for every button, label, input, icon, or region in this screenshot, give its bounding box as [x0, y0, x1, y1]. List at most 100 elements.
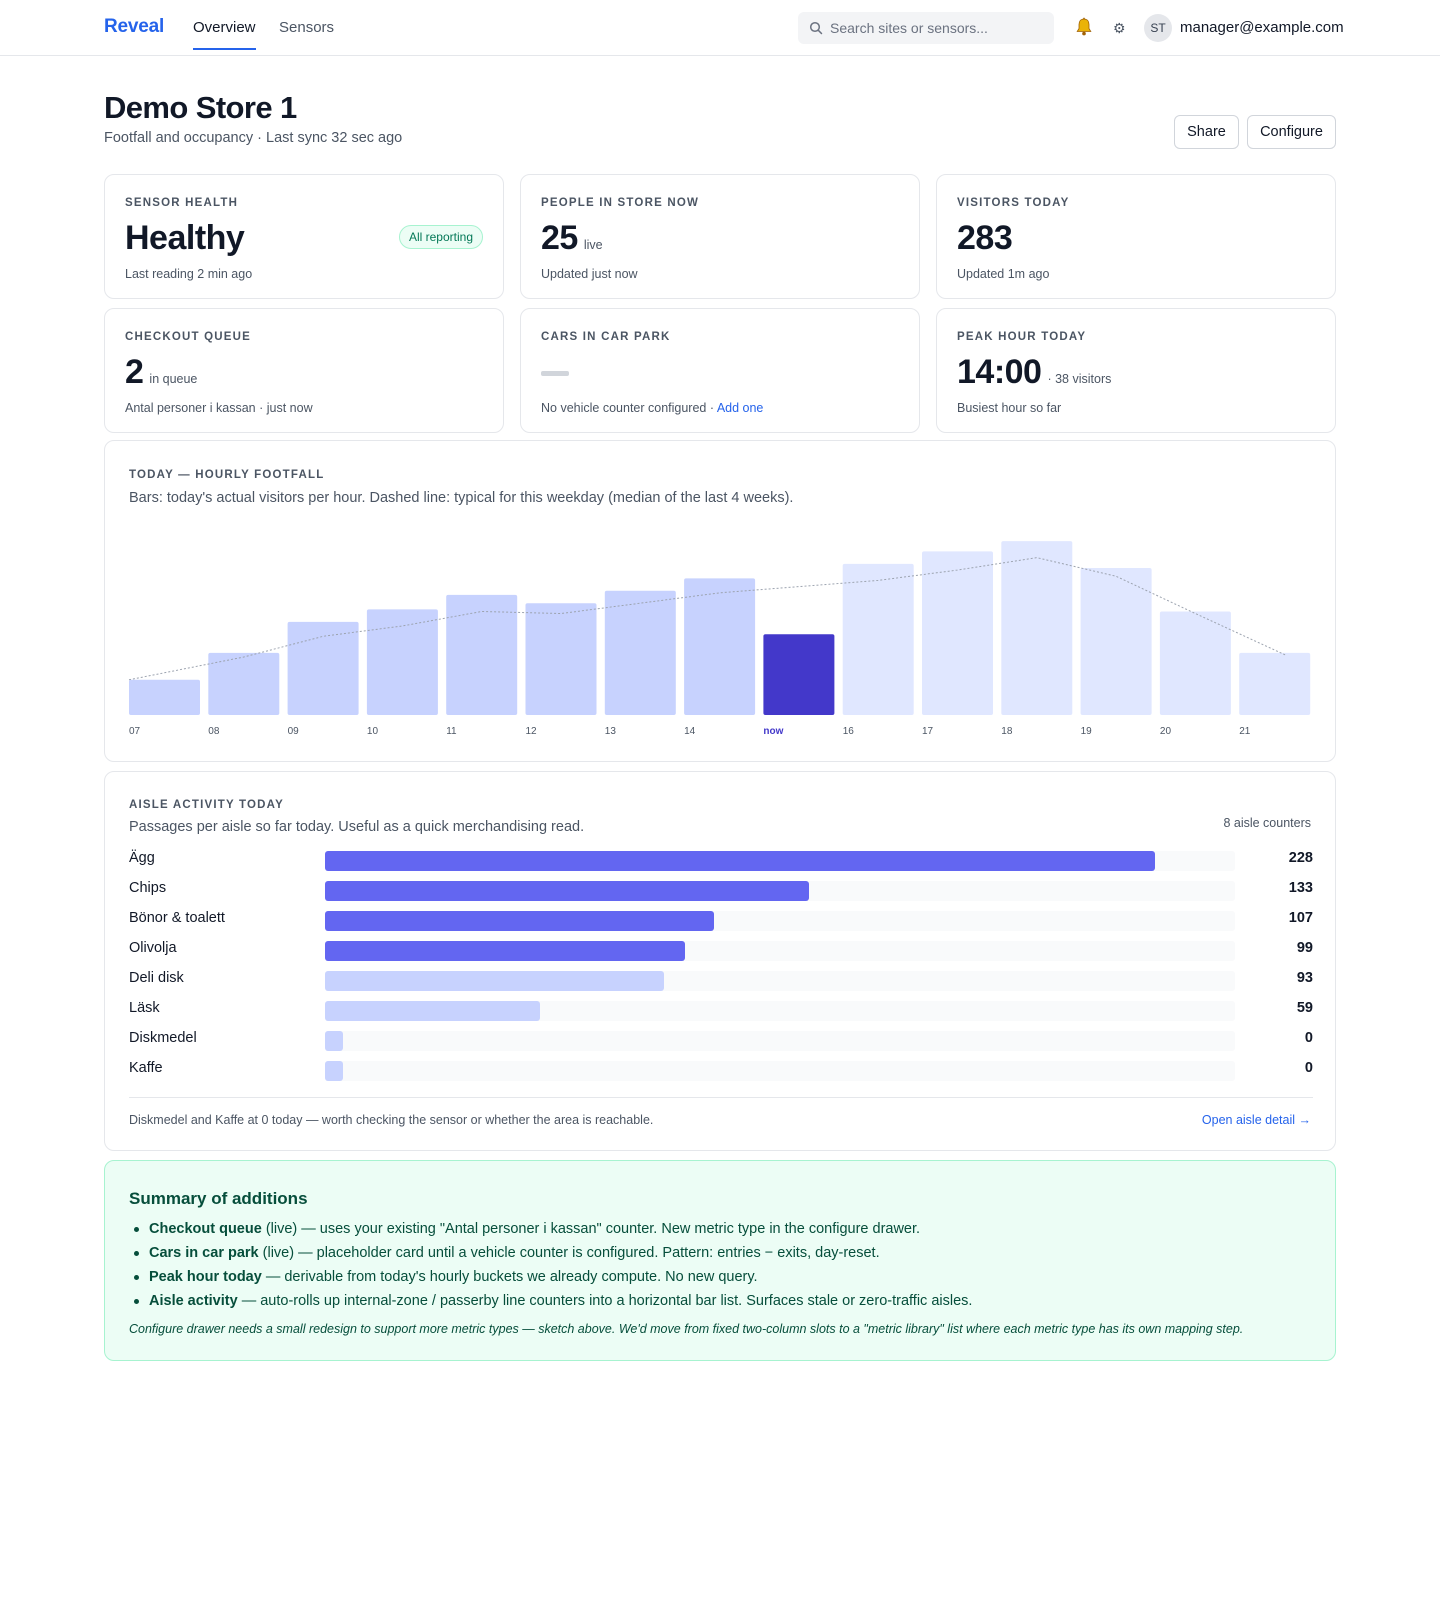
aisle-value: 0: [1304, 1030, 1313, 1046]
app-logo[interactable]: Reveal: [104, 16, 165, 37]
people-in-store-card: PEOPLE IN STORE NOW 25 live Updated just …: [520, 174, 920, 299]
aisle-bar-track: [325, 1061, 1235, 1081]
aisle-bar-track: [325, 1031, 1235, 1051]
value-number: 14:00: [957, 353, 1042, 391]
x-tick-label: 11: [446, 726, 457, 737]
x-tick-label: 21: [1239, 726, 1251, 737]
aisle-name: Läsk: [129, 1000, 160, 1016]
summary-item-text: (live) — uses your existing "Antal perso…: [261, 1221, 921, 1237]
sensor-health-value: Healthy: [125, 219, 245, 257]
x-tick-label: 16: [843, 726, 855, 737]
open-aisle-detail-link[interactable]: Open aisle detail →: [1201, 1113, 1311, 1127]
summary-item-title: Aisle activity: [149, 1293, 238, 1309]
summary-item: Checkout queue (live) — uses your existi…: [129, 1217, 972, 1241]
aisle-value: 99: [1296, 940, 1313, 956]
card-label: PEAK HOUR TODAY: [957, 331, 1087, 343]
chart-bar-10: [366, 609, 438, 715]
aisle-row[interactable]: Olivolja 99: [129, 938, 1313, 962]
aisle-row[interactable]: Chips 133: [129, 878, 1313, 902]
typical-weekday-line: [128, 557, 1286, 681]
summary-item: Aisle activity — auto-rolls up internal-…: [129, 1289, 972, 1313]
aisle-bar-fill: [325, 1061, 344, 1081]
tab-sensors[interactable]: Sensors: [279, 19, 335, 36]
x-tick-label: 14: [684, 726, 696, 737]
summary-title: Summary of additions: [129, 1189, 308, 1208]
aisle-name: Deli disk: [129, 970, 184, 986]
card-label: CARS IN CAR PARK: [541, 331, 671, 343]
card-footer-text: No vehicle counter configured ·: [541, 401, 715, 415]
page-subtitle: Footfall and occupancy · Last sync 32 se…: [104, 130, 403, 146]
aisle-name: Chips: [129, 880, 167, 896]
summary-item-text: — derivable from today's hourly buckets …: [261, 1269, 758, 1285]
gear-icon[interactable]: ⚙: [1113, 20, 1126, 36]
x-tick-label: 17: [922, 726, 934, 737]
aisle-name: Ägg: [129, 850, 155, 866]
section-description: Passages per aisle so far today. Useful …: [129, 819, 585, 835]
chart-bar-13: [604, 590, 676, 715]
x-tick-label: 18: [1001, 726, 1013, 737]
aisle-bar-track: [325, 881, 1235, 901]
summary-item-text: — auto-rolls up internal-zone / passerby…: [237, 1293, 973, 1309]
value-unit: in queue: [149, 372, 198, 386]
chart-bar-18: [1001, 541, 1073, 715]
peak-hour-card: PEAK HOUR TODAY 14:00 · 38 visitors Busie…: [936, 308, 1336, 433]
chart-bar-16: [842, 563, 914, 715]
aisle-value: 228: [1288, 850, 1313, 866]
cars-in-car-park-card: CARS IN CAR PARK No vehicle counter conf…: [520, 308, 920, 433]
aisle-row[interactable]: Ägg 228: [129, 848, 1313, 872]
card-footer: Updated just now: [541, 267, 638, 281]
peak-hour-value: 14:00 · 38 visitors: [957, 353, 1111, 392]
visitors-today-value: 283: [957, 219, 1013, 257]
x-tick-label: 19: [1081, 726, 1093, 737]
x-tick-label: 07: [129, 726, 141, 737]
aisle-bar-fill: [325, 851, 1155, 871]
summary-item: Peak hour today — derivable from today's…: [129, 1265, 972, 1289]
card-label: CHECKOUT QUEUE: [125, 331, 252, 343]
aisle-row[interactable]: Diskmedel 0: [129, 1028, 1313, 1052]
aisle-value: 133: [1288, 880, 1313, 896]
search-box: [798, 12, 1054, 44]
aisle-bar-track: [325, 851, 1235, 871]
x-tick-label: 12: [526, 726, 538, 737]
aisle-value: 59: [1296, 1000, 1313, 1016]
visitors-today-card: VISITORS TODAY 283 Updated 1m ago: [936, 174, 1336, 299]
add-counter-link[interactable]: Add one: [716, 401, 764, 415]
aisle-name: Bönor & toalett: [129, 910, 225, 926]
tab-overview[interactable]: Overview: [193, 19, 256, 50]
bell-icon[interactable]: [1073, 16, 1095, 38]
aisle-name: Olivolja: [129, 940, 177, 956]
aisle-bar-track: [325, 971, 1235, 991]
sensor-health-card: SENSOR HEALTH Healthy All reporting Last…: [104, 174, 504, 299]
aisle-row[interactable]: Läsk 59: [129, 998, 1313, 1022]
avatar[interactable]: ST: [1144, 14, 1172, 42]
card-footer: Antal personer i kassan · just now: [125, 401, 313, 415]
chart-bar-now: [763, 634, 835, 715]
aisle-row[interactable]: Bönor & toalett 107: [129, 908, 1313, 932]
summary-list: Checkout queue (live) — uses your existi…: [129, 1217, 972, 1313]
aisle-activity-card: AISLE ACTIVITY TODAY Passages per aisle …: [104, 771, 1336, 1151]
chart-bar-17: [922, 551, 993, 715]
x-tick-label: now: [763, 726, 783, 737]
summary-panel: Summary of additions Checkout queue (liv…: [104, 1160, 1336, 1361]
summary-note: Configure drawer needs a small redesign …: [129, 1322, 1244, 1336]
aisle-row[interactable]: Deli disk 93: [129, 968, 1313, 992]
page-title: Demo Store 1: [104, 90, 297, 125]
hourly-footfall-card: TODAY — HOURLY FOOTFALL Bars: today's ac…: [104, 440, 1336, 762]
aisle-bar-track: [325, 911, 1235, 931]
card-footer: Busiest hour so far: [957, 401, 1062, 415]
card-footer: No vehicle counter configured · Add one: [541, 401, 763, 415]
search-input[interactable]: [830, 12, 1045, 44]
aisle-value: 0: [1304, 1060, 1313, 1076]
user-email[interactable]: manager@example.com: [1180, 19, 1344, 36]
x-tick-label: 09: [288, 726, 300, 737]
card-label: SENSOR HEALTH: [125, 197, 239, 209]
aisle-bar-fill: [325, 1001, 540, 1021]
share-button[interactable]: Share: [1174, 115, 1239, 149]
aisle-bar-fill: [325, 911, 715, 931]
x-tick-label: 13: [605, 726, 617, 737]
aisle-row[interactable]: Kaffe 0: [129, 1058, 1313, 1082]
configure-button[interactable]: Configure: [1247, 115, 1336, 149]
value-unit: · 38 visitors: [1047, 372, 1112, 386]
aisle-value: 93: [1296, 970, 1313, 986]
card-footer: Last reading 2 min ago: [125, 267, 253, 281]
